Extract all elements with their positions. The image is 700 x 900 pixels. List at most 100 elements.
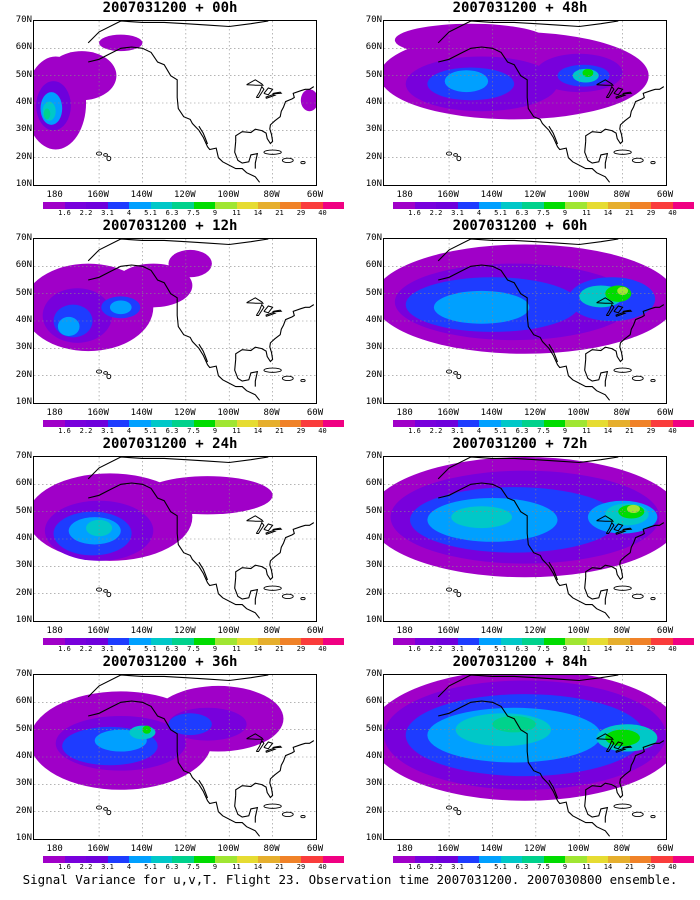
colorbar-label: 3.1 — [101, 427, 114, 435]
latitude-label: 60N — [15, 696, 32, 707]
latitude-label: 70N — [15, 233, 32, 243]
colorbar-swatch — [107, 420, 129, 427]
colorbar-swatch — [64, 420, 86, 427]
colorbar-swatch — [672, 638, 694, 645]
colorbar-swatch — [236, 856, 258, 863]
latitude-label: 30N — [365, 778, 382, 789]
island-outline — [103, 807, 108, 811]
island-outline — [106, 373, 112, 380]
lake-outline — [596, 79, 614, 86]
island-outline — [103, 589, 108, 593]
colorbar-swatch — [193, 638, 215, 645]
colorbar-swatch — [64, 202, 86, 209]
colorbar-swatch — [258, 638, 280, 645]
latitude-label: 50N — [365, 287, 382, 298]
colorbar-swatch — [129, 856, 151, 863]
lake-outline — [615, 748, 627, 753]
latitude-label: 40N — [365, 533, 382, 543]
colorbar-swatch — [172, 202, 194, 209]
latitude-label: 40N — [365, 97, 382, 107]
colorbar-label: 7.5 — [537, 645, 550, 653]
island-outline — [613, 149, 632, 155]
lake-outline — [272, 527, 283, 531]
colorbar-label: 29 — [646, 863, 656, 871]
panel-title: 2007031200 + 12h — [102, 218, 238, 234]
variance-contour — [86, 519, 113, 537]
longitude-label: 120W — [174, 844, 196, 854]
colorbar-label: 6.3 — [515, 427, 529, 435]
colorbar-label: 9 — [212, 427, 218, 435]
lake-outline — [613, 523, 624, 532]
island-outline — [263, 149, 282, 155]
colorbar — [393, 202, 694, 209]
lake-outline — [615, 94, 627, 99]
variance-map — [34, 21, 316, 185]
lake-outline — [265, 312, 277, 317]
longitude-label: 180 — [46, 190, 63, 200]
colorbar-label: 29 — [646, 209, 656, 217]
colorbar-swatch — [457, 202, 479, 209]
island-outline — [103, 371, 108, 375]
colorbar-swatch — [608, 202, 630, 209]
longitude-label: 140W — [130, 408, 153, 418]
colorbar-label: 2.2 — [429, 209, 443, 217]
island-outline — [453, 371, 458, 375]
colorbar-label: 5.1 — [494, 209, 507, 217]
variance-contour — [168, 249, 212, 278]
longitude-label: 100W — [567, 190, 590, 200]
longitude-label: 120W — [174, 626, 196, 636]
colorbar-swatch — [193, 856, 215, 863]
colorbar-label: 2.2 — [429, 863, 443, 871]
longitude-label: 120W — [524, 844, 546, 854]
map-plot-area — [33, 20, 317, 186]
lake-outline — [263, 741, 274, 750]
colorbar-swatch — [608, 420, 630, 427]
variance-contour — [451, 506, 512, 529]
colorbar-label: 21 — [275, 427, 284, 435]
island-outline — [453, 153, 458, 157]
colorbar-label: 7.5 — [187, 645, 200, 653]
colorbar-swatch — [543, 420, 565, 427]
colorbar-label: 1.6 — [408, 863, 421, 871]
colorbar-swatch — [500, 638, 522, 645]
colorbar-swatch — [651, 420, 673, 427]
colorbar-swatch — [193, 420, 215, 427]
latitude-label: 20N — [15, 805, 32, 816]
colorbar-swatch — [586, 202, 608, 209]
latitude-label: 40N — [15, 315, 32, 325]
colorbar-label: 21 — [625, 209, 634, 217]
colorbar-swatch — [193, 202, 215, 209]
colorbar-label: 21 — [625, 645, 634, 653]
colorbar-label: 2.2 — [429, 427, 443, 435]
colorbar-swatch — [608, 856, 630, 863]
colorbar-swatch — [107, 202, 129, 209]
latitude-label: 30N — [15, 124, 32, 135]
panel-title: 2007031200 + 24h — [102, 436, 238, 452]
colorbar-label: 3.1 — [451, 209, 464, 217]
island-outline — [281, 811, 294, 818]
longitude-label: 80W — [263, 408, 280, 418]
colorbar-swatch — [107, 638, 129, 645]
variance-contour — [605, 729, 640, 747]
colorbar-label: 11 — [232, 209, 241, 217]
colorbar-swatch — [150, 420, 172, 427]
colorbar-swatch — [414, 856, 436, 863]
colorbar-swatch — [236, 202, 258, 209]
colorbar-label: 40 — [318, 209, 327, 217]
colorbar-label: 21 — [275, 645, 284, 653]
colorbar-label: 40 — [318, 645, 327, 653]
longitude-label: 180 — [396, 626, 413, 636]
latitude-label: 20N — [15, 587, 32, 598]
colorbar-swatch — [479, 856, 501, 863]
colorbar-swatch — [172, 638, 194, 645]
colorbar-label: 2.2 — [79, 645, 93, 653]
island-outline — [446, 369, 453, 374]
latitude-label: 60N — [365, 478, 382, 489]
lake-outline — [255, 739, 265, 752]
colorbar-label: 11 — [582, 427, 591, 435]
panel-title: 2007031200 + 72h — [452, 436, 588, 452]
colorbar-swatch — [672, 420, 694, 427]
island-outline — [613, 803, 632, 809]
variance-map — [384, 675, 666, 839]
colorbar-swatch — [215, 420, 237, 427]
